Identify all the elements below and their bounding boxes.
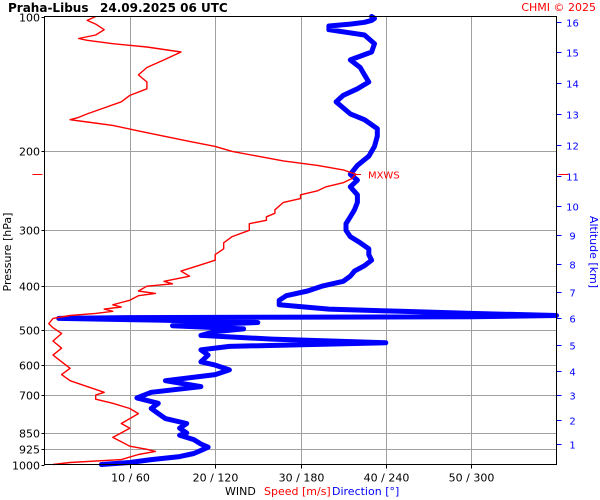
- station-title: Praha-Libus: [8, 1, 88, 15]
- altitude-tick-label: 3: [569, 392, 575, 403]
- pressure-tick-label: 300: [19, 225, 40, 238]
- altitude-tick-label: 6: [569, 315, 575, 326]
- altitude-tick-label: 2: [569, 417, 575, 428]
- altitude-tick-label: 1: [569, 441, 575, 452]
- x-axis-direction-title: Direction [°]: [332, 485, 399, 498]
- pressure-tick-label: 1000: [12, 460, 40, 473]
- pressure-tick-label: 850: [19, 428, 40, 441]
- pressure-tick-label: 600: [19, 360, 40, 373]
- direction-series-line: [56, 14, 559, 467]
- altitude-tick-label: 14: [566, 80, 579, 91]
- altitude-tick-label: 5: [569, 342, 575, 353]
- mxws-label: MXWS: [368, 171, 400, 182]
- plot-frame: [44, 16, 557, 465]
- altitude-tick-label: 8: [569, 261, 575, 272]
- altitude-tick-label: 13: [566, 111, 579, 122]
- pressure-tick-label: 700: [19, 390, 40, 403]
- pressure-tick-label: 925: [19, 444, 40, 457]
- altitude-tick-label: 15: [566, 49, 579, 60]
- altitude-tick-label: 16: [566, 19, 579, 30]
- wind-tick-label: 40 / 240: [364, 472, 410, 485]
- pressure-tick-label: 400: [19, 281, 40, 294]
- wind-tick-label: 20 / 120: [193, 472, 239, 485]
- pressure-tick-label: 100: [19, 12, 40, 25]
- copyright-label: CHMI © 2025: [521, 1, 596, 14]
- x-axis-speed-title: Speed [m/s]: [264, 485, 331, 498]
- wind-tick-label: 10 / 60: [111, 472, 150, 485]
- altitude-tick-label: 11: [566, 173, 579, 184]
- data-marks: MXWS: [32, 14, 569, 467]
- wind-tick-label: 30 / 180: [279, 472, 325, 485]
- y2-axis-title: Altitude [km]: [587, 216, 600, 288]
- pressure-tick-label: 200: [19, 146, 40, 159]
- datetime-title: 24.09.2025 06 UTC: [100, 1, 228, 15]
- altitude-tick-label: 4: [569, 368, 575, 379]
- altitude-tick-label: 9: [569, 232, 575, 243]
- grid-lines: [44, 16, 557, 465]
- altitude-tick-label: 7: [569, 289, 575, 300]
- x-axis-title: WIND: [225, 485, 256, 498]
- altitude-tick-label: 12: [566, 142, 579, 153]
- altitude-tick-label: 10: [566, 203, 579, 214]
- y-axis-title: Pressure [hPa]: [1, 213, 14, 292]
- wind-tick-label: 50 / 300: [449, 472, 495, 485]
- pressure-tick-label: 500: [19, 325, 40, 338]
- speed-series-line: [48, 15, 357, 466]
